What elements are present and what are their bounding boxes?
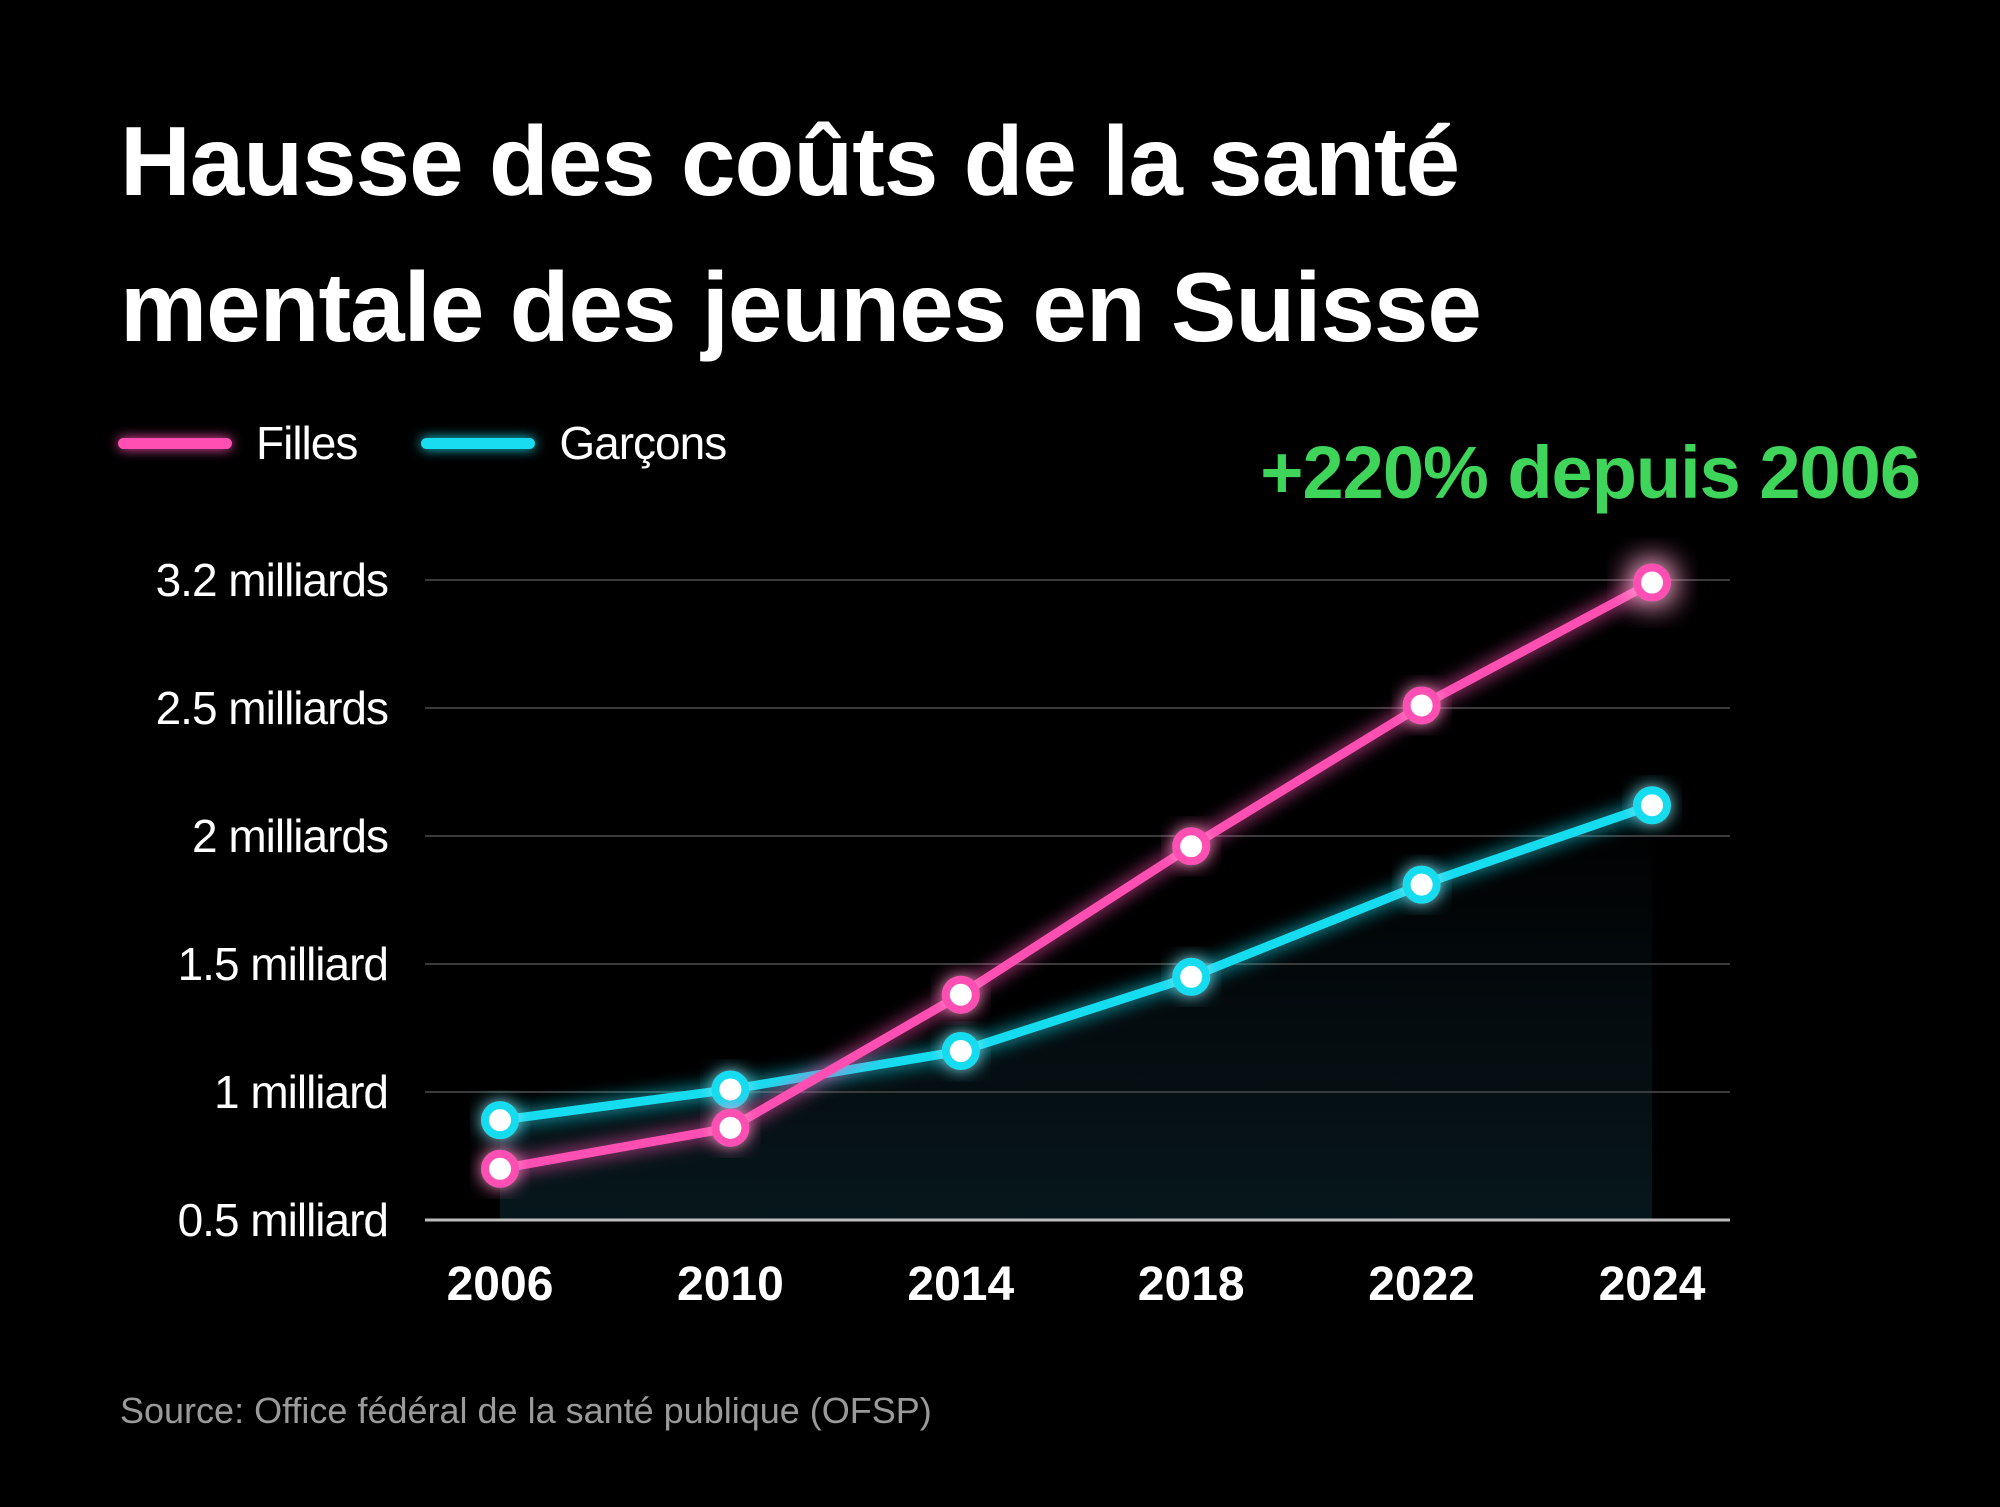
grid-lines [425, 579, 1730, 1222]
x-tick-label: 2018 [1138, 1258, 1245, 1311]
y-tick-label: 3.2 milliards [156, 554, 388, 606]
chart-title: Hausse des coûts de la santé mentale des… [120, 88, 1900, 380]
legend-swatch-filles [118, 437, 232, 449]
data-point-garcons [1402, 865, 1441, 904]
data-point-filles [481, 1149, 519, 1188]
chart-title-line-1: Hausse des coûts de la santé [120, 106, 1460, 216]
legend-label-garcons: Garçons [559, 417, 727, 469]
chart-title-line-2: mentale des jeunes en Suisse [120, 252, 1482, 362]
data-point-garcons [1633, 786, 1671, 825]
y-tick-label: 2.5 milliards [156, 682, 388, 734]
data-point-garcons [481, 1101, 519, 1140]
y-tick-label: 1 milliard [214, 1066, 388, 1118]
legend: Filles Garçons [118, 412, 790, 474]
y-tick-label: 1.5 milliard [178, 938, 388, 990]
data-point-filles [1402, 686, 1441, 725]
source-note: Source: Office fédéral de la santé publi… [120, 1390, 932, 1431]
series-garcons [481, 786, 1671, 1140]
y-axis-ticks: 0.5 milliard 1 milliard 1.5 milliard 2 mill… [156, 554, 389, 1246]
series [481, 563, 1671, 1188]
growth-callout: +220% depuis 2006 [1260, 431, 1921, 514]
series-filles [481, 563, 1671, 1188]
y-tick-label: 0.5 milliard [178, 1194, 388, 1246]
data-point-garcons [711, 1070, 750, 1109]
y-tick-label: 2 milliards [192, 810, 388, 862]
legend-item-garcons: Garçons [421, 416, 727, 470]
series-line-garcons [495, 800, 1657, 1125]
x-tick-label: 2024 [1599, 1258, 1706, 1311]
data-point-filles [1172, 827, 1211, 866]
legend-label-filles: Filles [256, 417, 358, 469]
data-point-filles [941, 975, 980, 1014]
x-tick-label: 2006 [447, 1258, 554, 1311]
series-line-filles [495, 578, 1657, 1174]
legend-item-filles: Filles [118, 416, 358, 470]
x-tick-label: 2010 [677, 1258, 784, 1311]
data-point-garcons [941, 1032, 980, 1071]
x-axis-ticks: 2006 2010 2014 2018 2022 2024 [447, 1258, 1706, 1311]
legend-swatch-garcons [421, 437, 536, 449]
x-tick-label: 2014 [907, 1258, 1014, 1311]
x-tick-label: 2022 [1368, 1258, 1475, 1311]
data-point-garcons [1172, 957, 1211, 996]
data-point-filles [1633, 563, 1671, 602]
data-point-filles [711, 1108, 750, 1147]
